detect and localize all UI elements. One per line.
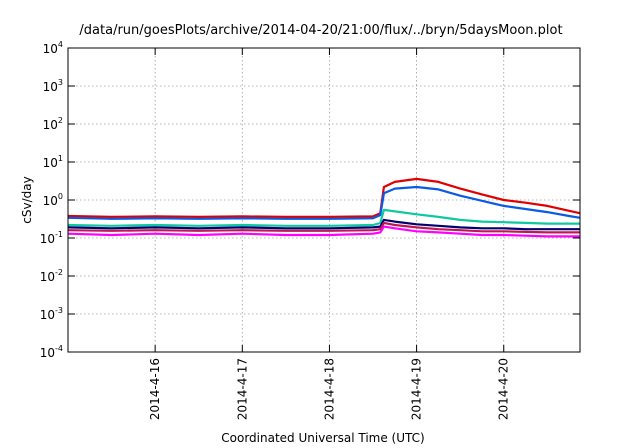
x-tick-label: 2014-4-18 [322, 358, 336, 420]
x-axis-label: Coordinated Universal Time (UTC) [221, 431, 424, 445]
y-tick-label: 10-3 [40, 306, 63, 322]
series-line-3 [67, 208, 580, 227]
y-tick-label: 100 [43, 192, 63, 208]
y-tick-label: 101 [43, 154, 63, 170]
y-tick-label: 10-4 [40, 344, 63, 360]
x-tick-label: 2014-4-17 [235, 358, 249, 420]
y-tick-labels: 10-4 10-3 10-2 10-1 100 101 102 103 104 [40, 40, 63, 360]
series-line-6 [67, 225, 580, 238]
x-tick-label: 2014-4-16 [148, 358, 162, 420]
x-tick-labels: 2014-4-16 2014-4-17 2014-4-18 2014-4-19 2014… [148, 358, 511, 420]
series-line-2 [67, 185, 581, 220]
y-tick-label: 10-2 [40, 268, 63, 284]
chart-title: /data/run/goesPlots/archive/2014-04-20/2… [79, 23, 562, 38]
x-tick-label: 2014-4-19 [410, 358, 424, 420]
x-tick-label: 2014-4-20 [497, 358, 511, 420]
series-lines [67, 177, 581, 238]
y-tick-label: 103 [43, 78, 63, 94]
series-line-1 [67, 177, 581, 218]
y-tick-label: 104 [43, 40, 63, 56]
y-tick-label: 102 [43, 116, 63, 132]
y-axis-label: cSv/day [20, 176, 34, 223]
gridlines [68, 48, 580, 352]
series-line-5 [67, 221, 580, 234]
series-line-4 [67, 218, 580, 231]
axis-ticks [68, 47, 580, 353]
y-tick-label: 10-1 [40, 230, 63, 246]
